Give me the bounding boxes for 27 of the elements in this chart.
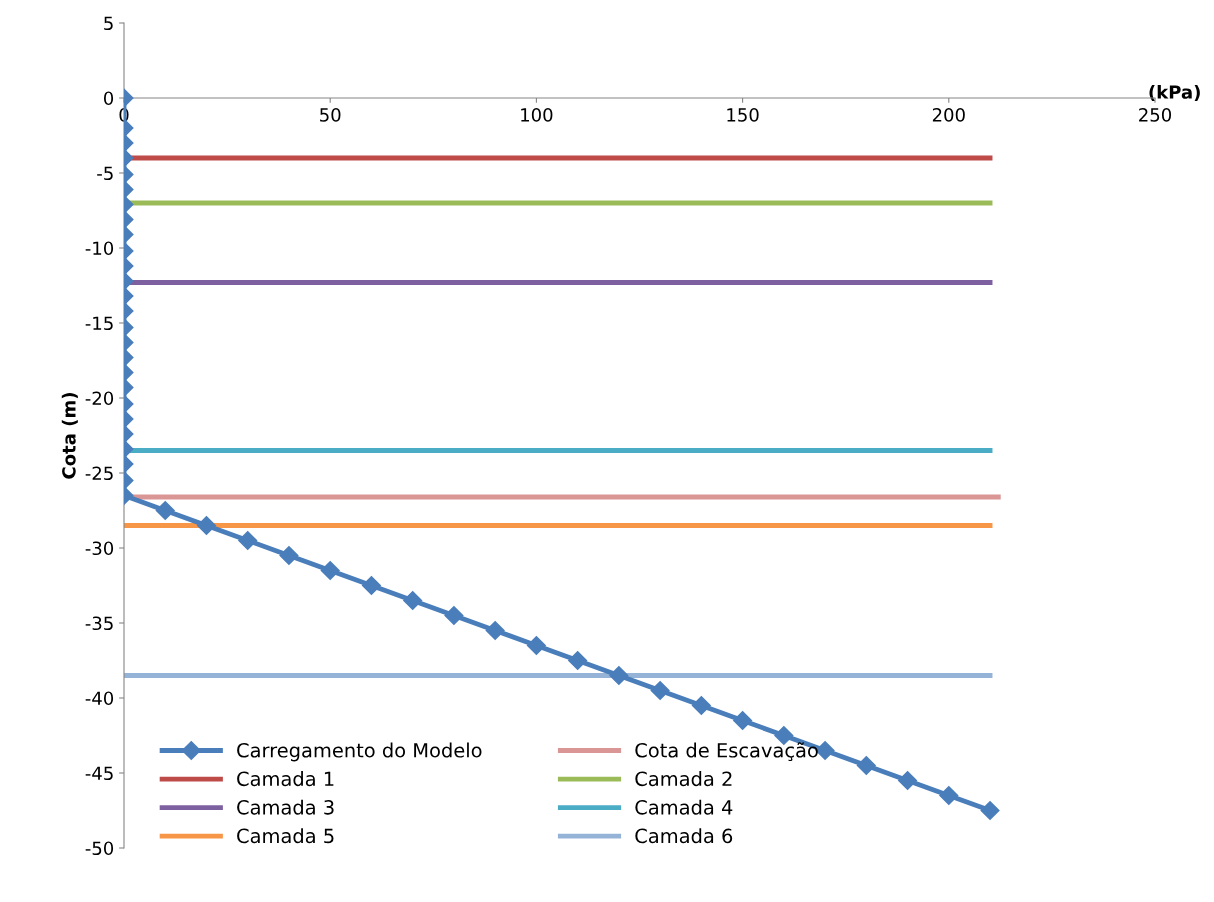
y-tick-label: -50 bbox=[85, 841, 114, 856]
legend-label: Carregamento do Modelo bbox=[237, 742, 482, 762]
x-tick-label: 100 bbox=[521, 108, 553, 122]
y-tick-label: 0 bbox=[103, 91, 114, 106]
y-axis-title: Cota (m) bbox=[61, 393, 78, 479]
y-tick-label: -40 bbox=[85, 691, 114, 706]
x-tick-label: 250 bbox=[1139, 108, 1172, 122]
y-tick-label: -35 bbox=[85, 616, 113, 631]
y-tick-label: -25 bbox=[85, 466, 113, 481]
y-tick-label: -5 bbox=[97, 166, 113, 181]
x-tick-label: 150 bbox=[727, 108, 759, 122]
legend-label: Cota de Escavação bbox=[635, 742, 818, 762]
legend-label: Camada 6 bbox=[635, 828, 733, 844]
x-axis-title: (kPa) bbox=[1149, 84, 1200, 101]
y-tick-label: 5 bbox=[104, 16, 113, 31]
legend-label: Camada 1 bbox=[237, 771, 334, 787]
legend-label: Camada 5 bbox=[237, 828, 334, 844]
x-tick-label: 50 bbox=[320, 108, 341, 122]
y-tick-label: -45 bbox=[85, 766, 113, 781]
y-tick-label: -30 bbox=[85, 541, 114, 556]
legend-label: Camada 4 bbox=[635, 799, 733, 815]
legend-label: Camada 2 bbox=[635, 771, 732, 787]
legend-label: Camada 3 bbox=[237, 799, 334, 815]
y-tick-label: -20 bbox=[85, 391, 114, 406]
y-tick-label: -15 bbox=[85, 316, 113, 331]
x-tick-label: 200 bbox=[932, 108, 965, 122]
y-tick-label: -10 bbox=[85, 241, 114, 256]
